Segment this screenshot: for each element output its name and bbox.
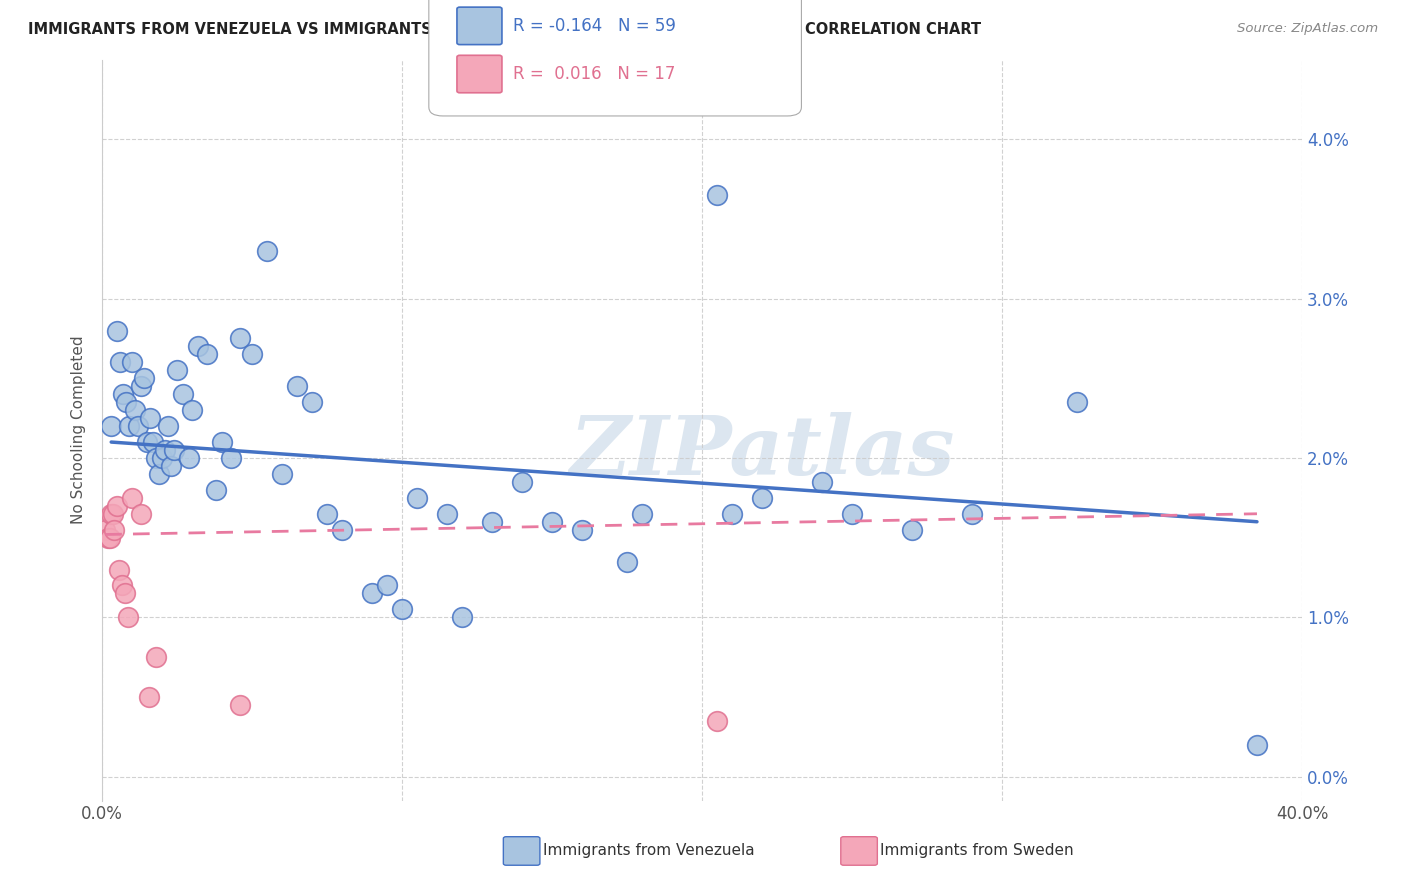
- Point: [127, 419, 149, 434]
- Point: [124, 403, 146, 417]
- Point: [105, 499, 128, 513]
- Point: [157, 419, 180, 434]
- Point: [136, 435, 159, 450]
- Point: [112, 387, 135, 401]
- Point: [150, 450, 173, 465]
- Point: [211, 435, 233, 450]
- Point: [706, 714, 728, 728]
- Point: [105, 324, 128, 338]
- Point: [330, 523, 353, 537]
- Point: [706, 188, 728, 202]
- Point: [751, 491, 773, 505]
- Point: [721, 507, 744, 521]
- Point: [114, 586, 136, 600]
- Point: [107, 563, 129, 577]
- Point: [166, 363, 188, 377]
- Point: [172, 387, 194, 401]
- Point: [98, 531, 121, 545]
- Point: [108, 355, 131, 369]
- Point: [179, 450, 201, 465]
- Point: [301, 395, 323, 409]
- Point: [134, 371, 156, 385]
- Point: [229, 698, 252, 712]
- Point: [145, 450, 167, 465]
- Point: [187, 339, 209, 353]
- Point: [100, 419, 122, 434]
- Point: [1066, 395, 1088, 409]
- Point: [129, 507, 152, 521]
- Point: [138, 690, 160, 704]
- Point: [406, 491, 429, 505]
- Point: [195, 347, 218, 361]
- Text: Immigrants from Sweden: Immigrants from Sweden: [880, 844, 1074, 858]
- Point: [901, 523, 924, 537]
- Y-axis label: No Schooling Completed: No Schooling Completed: [72, 335, 86, 524]
- Point: [451, 610, 474, 624]
- Point: [616, 555, 638, 569]
- Point: [375, 578, 398, 592]
- Point: [631, 507, 654, 521]
- Point: [229, 331, 252, 345]
- Point: [142, 435, 165, 450]
- Point: [103, 523, 125, 537]
- Point: [510, 475, 533, 489]
- Point: [271, 467, 294, 481]
- Text: Source: ZipAtlas.com: Source: ZipAtlas.com: [1237, 22, 1378, 36]
- Point: [117, 610, 139, 624]
- Point: [153, 443, 176, 458]
- Point: [240, 347, 263, 361]
- Point: [163, 443, 186, 458]
- Point: [481, 515, 503, 529]
- Point: [145, 650, 167, 665]
- Text: ZIPatlas: ZIPatlas: [569, 412, 955, 492]
- Point: [285, 379, 308, 393]
- Point: [118, 419, 141, 434]
- Point: [256, 244, 278, 258]
- Point: [121, 491, 143, 505]
- Point: [960, 507, 983, 521]
- Point: [129, 379, 152, 393]
- Point: [541, 515, 564, 529]
- Point: [391, 602, 413, 616]
- Point: [100, 507, 122, 521]
- Point: [148, 467, 170, 481]
- Point: [97, 531, 120, 545]
- Text: R =  0.016   N = 17: R = 0.016 N = 17: [513, 65, 675, 83]
- Point: [121, 355, 143, 369]
- Text: R = -0.164   N = 59: R = -0.164 N = 59: [513, 17, 676, 35]
- Point: [205, 483, 228, 497]
- Point: [811, 475, 834, 489]
- Point: [160, 458, 183, 473]
- Point: [841, 507, 863, 521]
- Point: [115, 395, 138, 409]
- Point: [436, 507, 458, 521]
- Point: [571, 523, 593, 537]
- Text: IMMIGRANTS FROM VENEZUELA VS IMMIGRANTS FROM SWEDEN NO SCHOOLING COMPLETED CORRE: IMMIGRANTS FROM VENEZUELA VS IMMIGRANTS …: [28, 22, 981, 37]
- Point: [316, 507, 339, 521]
- Point: [181, 403, 204, 417]
- Point: [1246, 738, 1268, 752]
- Point: [111, 578, 134, 592]
- Point: [101, 507, 124, 521]
- Text: Immigrants from Venezuela: Immigrants from Venezuela: [543, 844, 755, 858]
- Point: [139, 411, 162, 425]
- Point: [219, 450, 242, 465]
- Point: [361, 586, 384, 600]
- Point: [94, 523, 117, 537]
